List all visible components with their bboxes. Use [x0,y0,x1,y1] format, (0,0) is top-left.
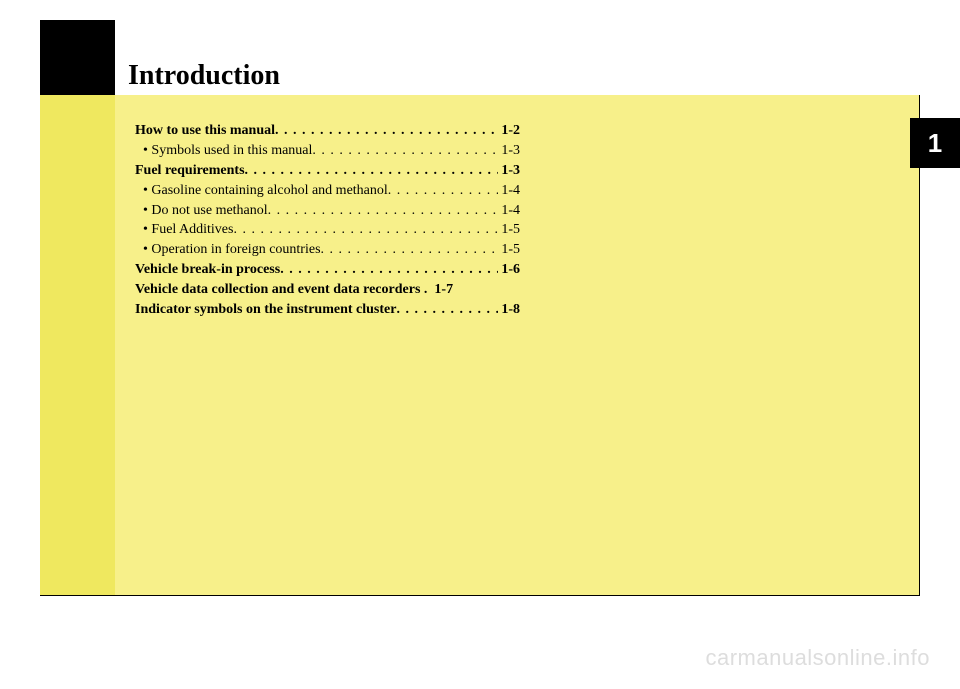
toc-row: Fuel requirements . . . . . . . . . . . … [135,162,520,181]
content-left-strip [40,95,115,595]
toc-dots: . . . . . . . . . . . . . . . . . . . . … [280,261,498,280]
toc-row: Vehicle data collection and event data r… [135,281,520,300]
toc-label: • Symbols used in this manual [143,142,312,161]
toc-row: How to use this manual . . . . . . . . .… [135,122,520,141]
page-title: Introduction [128,60,280,92]
toc-page: 1-4 [498,182,520,201]
toc-row: Vehicle break-in process . . . . . . . .… [135,261,520,280]
toc-label: How to use this manual [135,122,275,141]
toc-dots: . . . . . . . . . . . . . . . . . . . . … [321,241,499,260]
toc-row: • Operation in foreign countries . . . .… [135,241,520,260]
toc-label: Indicator symbols on the instrument clus… [135,301,396,320]
toc-page: 1-7 [431,281,453,300]
toc-label: • Gasoline containing alcohol and methan… [143,182,388,201]
toc-label: Vehicle break-in process [135,261,280,280]
toc-page: 1-2 [498,122,520,141]
toc-label: Fuel requirements [135,162,245,181]
toc-dots: . . . . . . . . . . . . . . . . . . . . … [388,182,499,201]
toc-dots: . . . . . . . . . . . . . . . . . . . . … [275,122,498,141]
corner-black-box [40,20,115,95]
toc-page: 1-5 [498,241,520,260]
toc-page: 1-3 [498,162,520,181]
toc-label: • Do not use methanol [143,202,268,221]
chapter-number: 1 [928,128,942,159]
toc-dots: . . . . . . . . . . . . . . . . . . . . … [233,221,498,240]
toc-label: • Fuel Additives [143,221,233,240]
toc-row: • Gasoline containing alcohol and methan… [135,182,520,201]
toc-row: • Symbols used in this manual . . . . . … [135,142,520,161]
toc-dots: . . . . . . . . . . . . . . . . . . . . … [268,202,499,221]
toc-row: Indicator symbols on the instrument clus… [135,301,520,320]
toc-page: 1-5 [498,221,520,240]
bottom-line [40,595,920,596]
table-of-contents: How to use this manual . . . . . . . . .… [135,122,520,321]
toc-dots: . . . . . . . . . . . . . . . . . . . . … [245,162,499,181]
toc-dots: . . . . . . . . . . . . . . . . . . . . … [312,142,498,161]
toc-row: • Do not use methanol . . . . . . . . . … [135,202,520,221]
toc-page: 1-8 [498,301,520,320]
toc-dots: . . . . . . . . . . . . . . . . . . . . … [396,301,498,320]
toc-page: 1-4 [498,202,520,221]
toc-page: 1-3 [498,142,520,161]
chapter-tab: 1 [910,118,960,168]
toc-label: Vehicle data collection and event data r… [135,281,427,300]
toc-row: • Fuel Additives . . . . . . . . . . . .… [135,221,520,240]
watermark: carmanualsonline.info [705,645,930,671]
toc-label: • Operation in foreign countries [143,241,321,260]
toc-page: 1-6 [498,261,520,280]
